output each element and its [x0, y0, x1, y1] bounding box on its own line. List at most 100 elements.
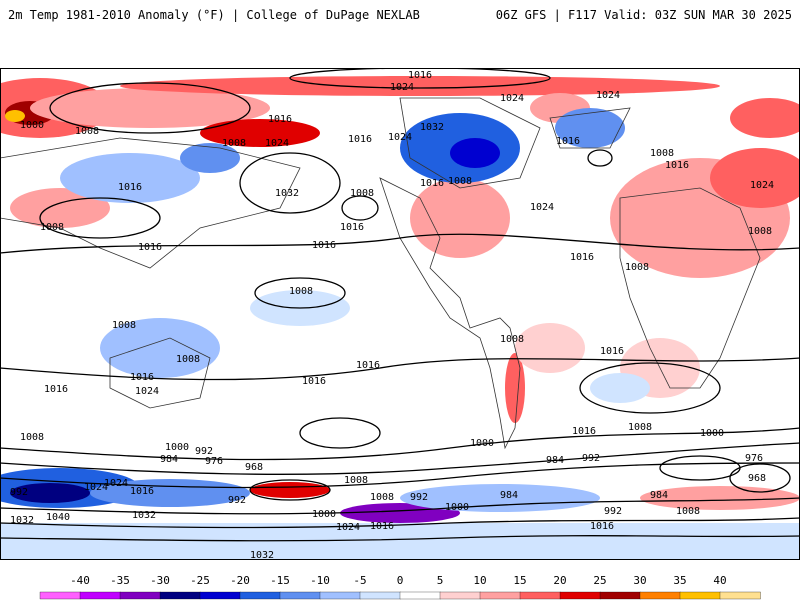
- legend-swatch: [79, 591, 121, 600]
- isobar-label: 1016: [44, 384, 68, 395]
- legend-tick-label: 15: [513, 574, 526, 587]
- isobar-label: 1016: [312, 240, 336, 251]
- isobar-label: 1016: [130, 372, 154, 383]
- map-background: [0, 68, 800, 560]
- isobar-label: 1008: [500, 334, 524, 345]
- isobar-label: 1016: [138, 242, 162, 253]
- isobar-label: 984: [160, 454, 178, 465]
- isobar-label: 1008: [625, 262, 649, 273]
- isobar-label: 1000: [470, 438, 494, 449]
- isobar-label: 1016: [408, 70, 432, 81]
- isobar-label: 1016: [340, 222, 364, 233]
- legend-tick-label: -10: [310, 574, 330, 587]
- isobar-label: 1008: [75, 126, 99, 137]
- legend-swatch: [279, 591, 321, 600]
- isobar-label: 1008: [350, 188, 374, 199]
- isobar-label: 1024: [135, 386, 159, 397]
- cold-anomaly-fields: [0, 108, 800, 560]
- legend-tick-label: 30: [633, 574, 646, 587]
- isobar-label: 968: [245, 462, 263, 473]
- isobar-label: 1032: [275, 188, 299, 199]
- legend-tick-label: 25: [593, 574, 606, 587]
- isobar-label: 1016: [420, 178, 444, 189]
- isobar-label: 1016: [302, 376, 326, 387]
- isobars: [0, 68, 800, 542]
- legend-tick-label: 35: [673, 574, 686, 587]
- coastlines: [0, 97, 761, 450]
- model-run-info: 06Z GFS | F117 Valid: 03Z SUN MAR 30 202…: [495, 8, 792, 22]
- isobar-label: 1008: [650, 148, 674, 159]
- isobar-label: 1016: [268, 114, 292, 125]
- isobar-label: 976: [745, 453, 763, 464]
- isobar-label: 1024: [104, 478, 128, 489]
- isobar-labels: 1016 1024 1024 1024 1008 1000 1008 1016 …: [10, 70, 774, 560]
- isobar-label: 1024: [500, 93, 524, 104]
- legend-swatch: [159, 591, 201, 600]
- isobar-label: 1024: [336, 522, 360, 533]
- legend-tick-label: 5: [437, 574, 444, 587]
- legend-swatch: [319, 591, 361, 600]
- isobar-label: 1024: [265, 138, 289, 149]
- isobar-label: 1016: [570, 252, 594, 263]
- isobar-label: 1016: [348, 134, 372, 145]
- isobar-label: 984: [546, 455, 564, 466]
- isobar-label: 1000: [312, 509, 336, 520]
- isobar-label: 1008: [289, 286, 313, 297]
- legend-tick-label: -5: [353, 574, 366, 587]
- legend-swatch: [559, 591, 601, 600]
- isobar-label: 992: [604, 506, 622, 517]
- legend-tick-label: -30: [150, 574, 170, 587]
- isobar-label: 992: [195, 446, 213, 457]
- isobar-label: 1008: [344, 475, 368, 486]
- legend-swatch: [439, 591, 481, 600]
- isobar-label: 1024: [530, 202, 554, 213]
- legend-tick-label: -20: [230, 574, 250, 587]
- legend-swatch: [119, 591, 161, 600]
- isobar-label: 1024: [388, 132, 412, 143]
- isobar-label: 1016: [130, 486, 154, 497]
- color-legend: -40 -35 -30 -25 -20 -15 -10 -5 0 5 10 15 20 25 30 35 40: [39, 574, 761, 600]
- isobar-label: 1008: [20, 432, 44, 443]
- isobar-label: 1032: [132, 510, 156, 521]
- map-title: 2m Temp 1981-2010 Anomaly (°F) | College…: [8, 8, 420, 22]
- isobar-label: 1008: [40, 222, 64, 233]
- legend-swatch: [639, 591, 681, 600]
- header: 2m Temp 1981-2010 Anomaly (°F) | College…: [0, 0, 800, 28]
- legend-swatch: [719, 591, 761, 600]
- isobar-label: 1016: [356, 360, 380, 371]
- isobar-label: 992: [410, 492, 428, 503]
- legend-tick-label: -15: [270, 574, 290, 587]
- isobar-label: 1000: [700, 428, 724, 439]
- legend-swatch: [479, 591, 521, 600]
- isobar-label: 1008: [222, 138, 246, 149]
- isobar-label: 1016: [600, 346, 624, 357]
- anomaly-map: 1016 1024 1024 1024 1008 1000 1008 1016 …: [0, 68, 800, 560]
- legend-tick-label: 0: [397, 574, 404, 587]
- isobar-label: 1008: [176, 354, 200, 365]
- isobar-label: 1016: [556, 136, 580, 147]
- legend-swatch: [679, 591, 721, 600]
- isobar-label: 1032: [250, 550, 274, 560]
- isobar-label: 1024: [596, 90, 620, 101]
- isobar-label: 992: [228, 495, 246, 506]
- isobar-label: 1016: [590, 521, 614, 532]
- isobar-label: 1008: [112, 320, 136, 331]
- legend-tick-labels: -40 -35 -30 -25 -20 -15 -10 -5 0 5 10 15 20 25 30 35 40: [70, 574, 727, 587]
- legend-color-bar: [39, 591, 761, 600]
- legend-swatch: [359, 591, 401, 600]
- legend-tick-label: -35: [110, 574, 130, 587]
- legend-tick-label: 40: [713, 574, 726, 587]
- isobar-label: 1016: [572, 426, 596, 437]
- isobar-label: 1016: [665, 160, 689, 171]
- isobar-label: 1008: [748, 226, 772, 237]
- isobar-label: 976: [205, 456, 223, 467]
- isobar-label: 984: [500, 490, 518, 501]
- isobar-label: 992: [582, 453, 600, 464]
- isobar-label: 1040: [46, 512, 70, 523]
- legend-tick-label: 20: [553, 574, 566, 587]
- isobar-label: 968: [748, 473, 766, 484]
- isobar-label: 984: [650, 490, 668, 501]
- isobar-label: 1024: [750, 180, 774, 191]
- isobar-label: 1008: [370, 492, 394, 503]
- isobar-label: 1024: [390, 82, 414, 93]
